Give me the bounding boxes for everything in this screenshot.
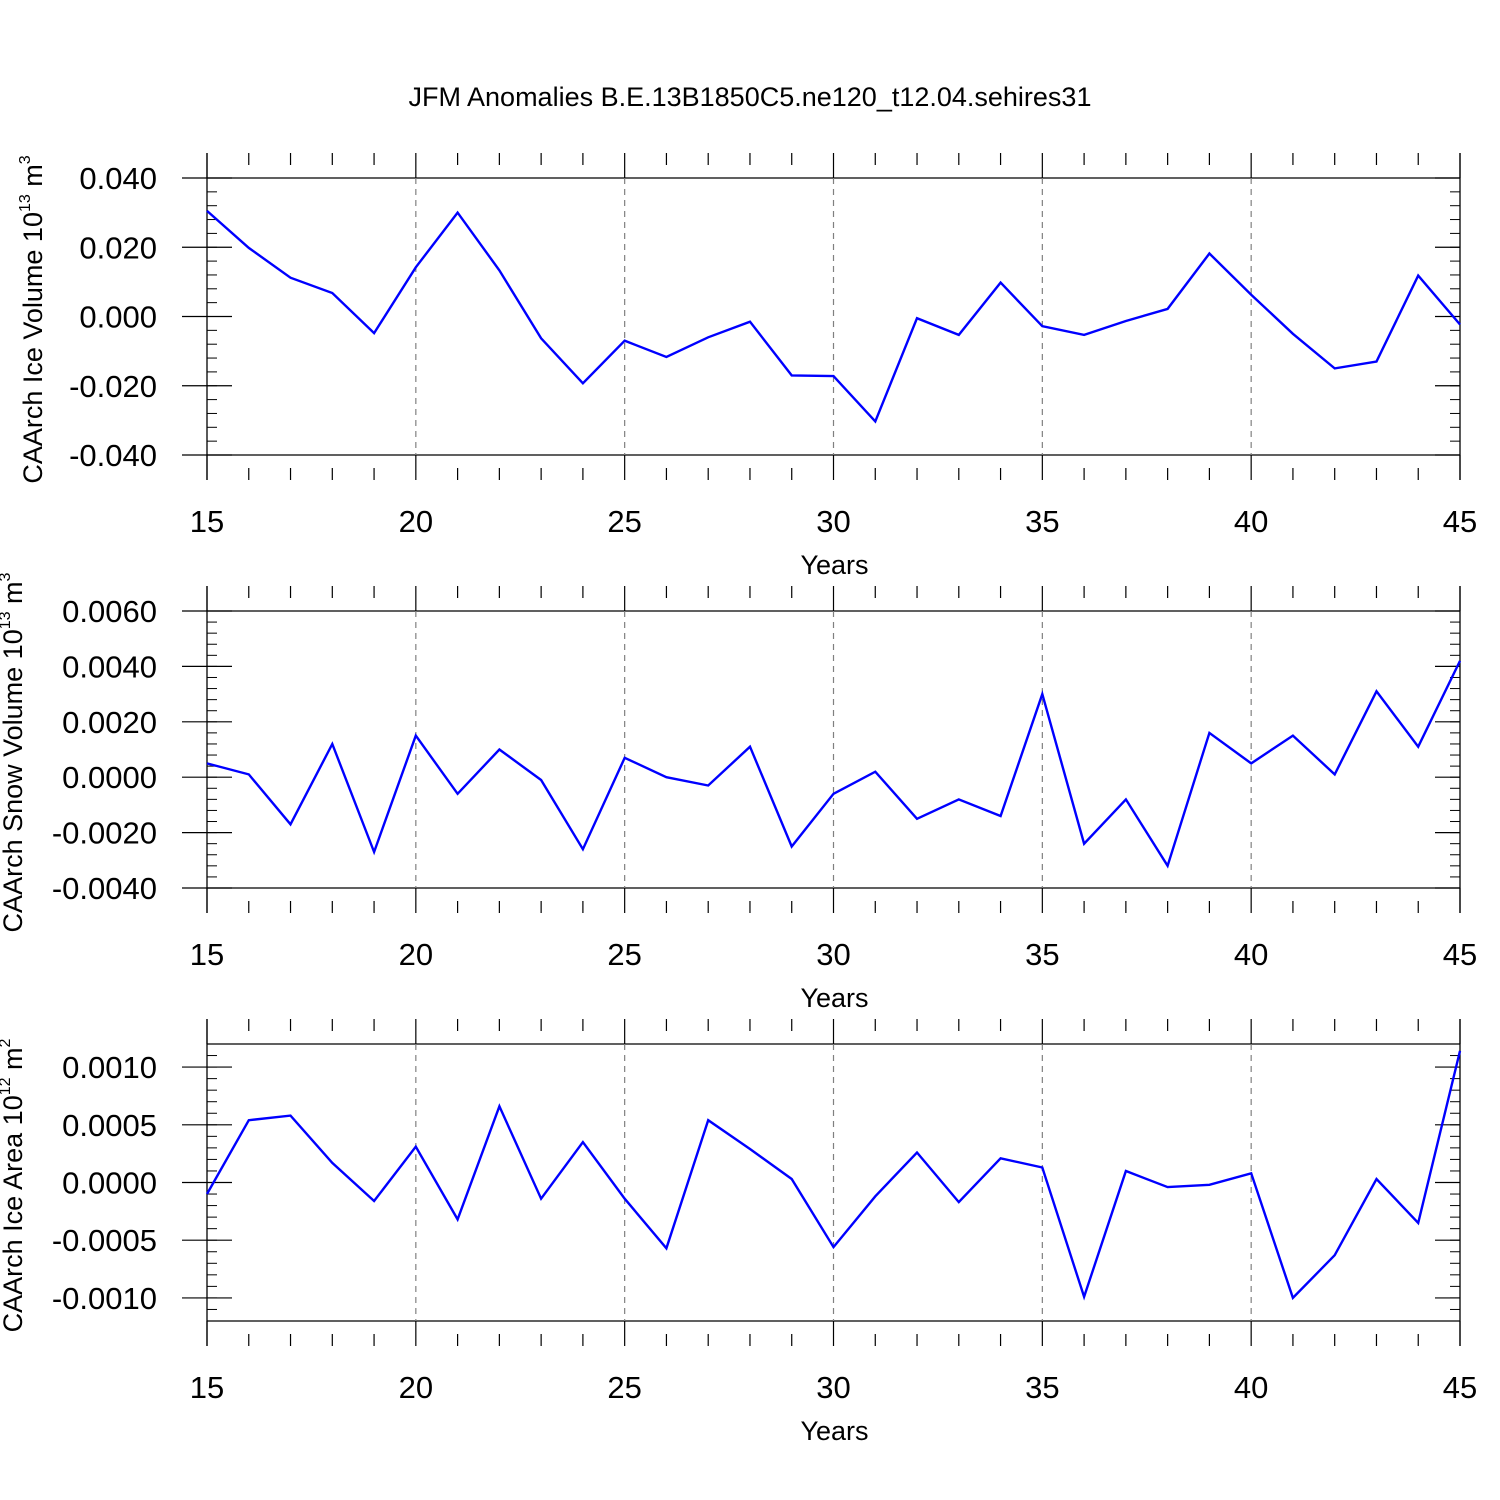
x-tick-label: 30	[816, 504, 850, 539]
y-tick-label: 0.0005	[62, 1108, 157, 1143]
chart-title: JFM Anomalies B.E.13B1850C5.ne120_t12.04…	[409, 82, 1092, 112]
y-axis-label: CAArch Snow Volume 1013 m3	[0, 572, 28, 932]
y-tick-label: 0.0000	[62, 1166, 157, 1201]
x-tick-label: 15	[190, 504, 224, 539]
y-tick-label: 0.000	[79, 300, 157, 335]
x-axis-label: Years	[800, 983, 868, 1013]
y-tick-label: 0.0040	[62, 649, 157, 684]
x-axis-label: Years	[800, 1416, 868, 1446]
x-tick-label: 25	[607, 504, 641, 539]
x-tick-label: 45	[1443, 937, 1477, 972]
x-tick-label: 30	[816, 937, 850, 972]
y-tick-label: -0.0005	[52, 1223, 157, 1258]
x-tick-label: 35	[1025, 504, 1059, 539]
x-tick-label: 15	[190, 937, 224, 972]
y-tick-label: 0.040	[79, 161, 157, 196]
panel-2: 0.0060 0.0040 0.0020 0.0000 -0.0020 -0.0040 15…	[0, 572, 1477, 1013]
series-line	[205, 1050, 1462, 1301]
x-tick-label: 40	[1234, 504, 1268, 539]
y-tick-label: -0.040	[69, 438, 157, 473]
y-tick-label: -0.0010	[52, 1281, 157, 1316]
x-tick-label: 35	[1025, 937, 1059, 972]
x-tick-label: 45	[1443, 1370, 1477, 1405]
panel-1: 0.040 0.020 0.000 -0.020 -0.040 15 20 25 30 35 40 4…	[17, 153, 1477, 580]
x-tick-label: 40	[1234, 1370, 1268, 1405]
y-tick-label: 0.0020	[62, 705, 157, 740]
y-tick-label: 0.020	[79, 230, 157, 265]
y-axis-label: CAArch Ice Area 1012 m2	[0, 1038, 28, 1332]
panels: 0.040 0.020 0.000 -0.020 -0.040 15 20 25 30 35 40 4…	[0, 153, 1477, 1446]
y-tick-label: -0.0020	[52, 816, 157, 851]
x-tick-label: 25	[607, 937, 641, 972]
x-tick-label: 20	[399, 937, 433, 972]
y-tick-label: 0.0000	[62, 760, 157, 795]
x-tick-label: 20	[399, 1370, 433, 1405]
panel-3: 0.0010 0.0005 0.0000 -0.0005 -0.0010 15 20 25 30…	[0, 1019, 1477, 1446]
y-tick-label: -0.020	[69, 369, 157, 404]
x-tick-label: 25	[607, 1370, 641, 1405]
x-tick-label: 40	[1234, 937, 1268, 972]
y-tick-label: -0.0040	[52, 871, 157, 906]
y-tick-label: 0.0010	[62, 1050, 157, 1085]
x-tick-label: 15	[190, 1370, 224, 1405]
x-tick-label: 45	[1443, 504, 1477, 539]
x-tick-label: 30	[816, 1370, 850, 1405]
x-tick-label: 20	[399, 504, 433, 539]
y-tick-label: 0.0060	[62, 594, 157, 629]
x-axis-label: Years	[800, 550, 868, 580]
y-axis-label: CAArch Ice Volume 1013 m3	[17, 155, 48, 483]
x-tick-label: 35	[1025, 1370, 1059, 1405]
